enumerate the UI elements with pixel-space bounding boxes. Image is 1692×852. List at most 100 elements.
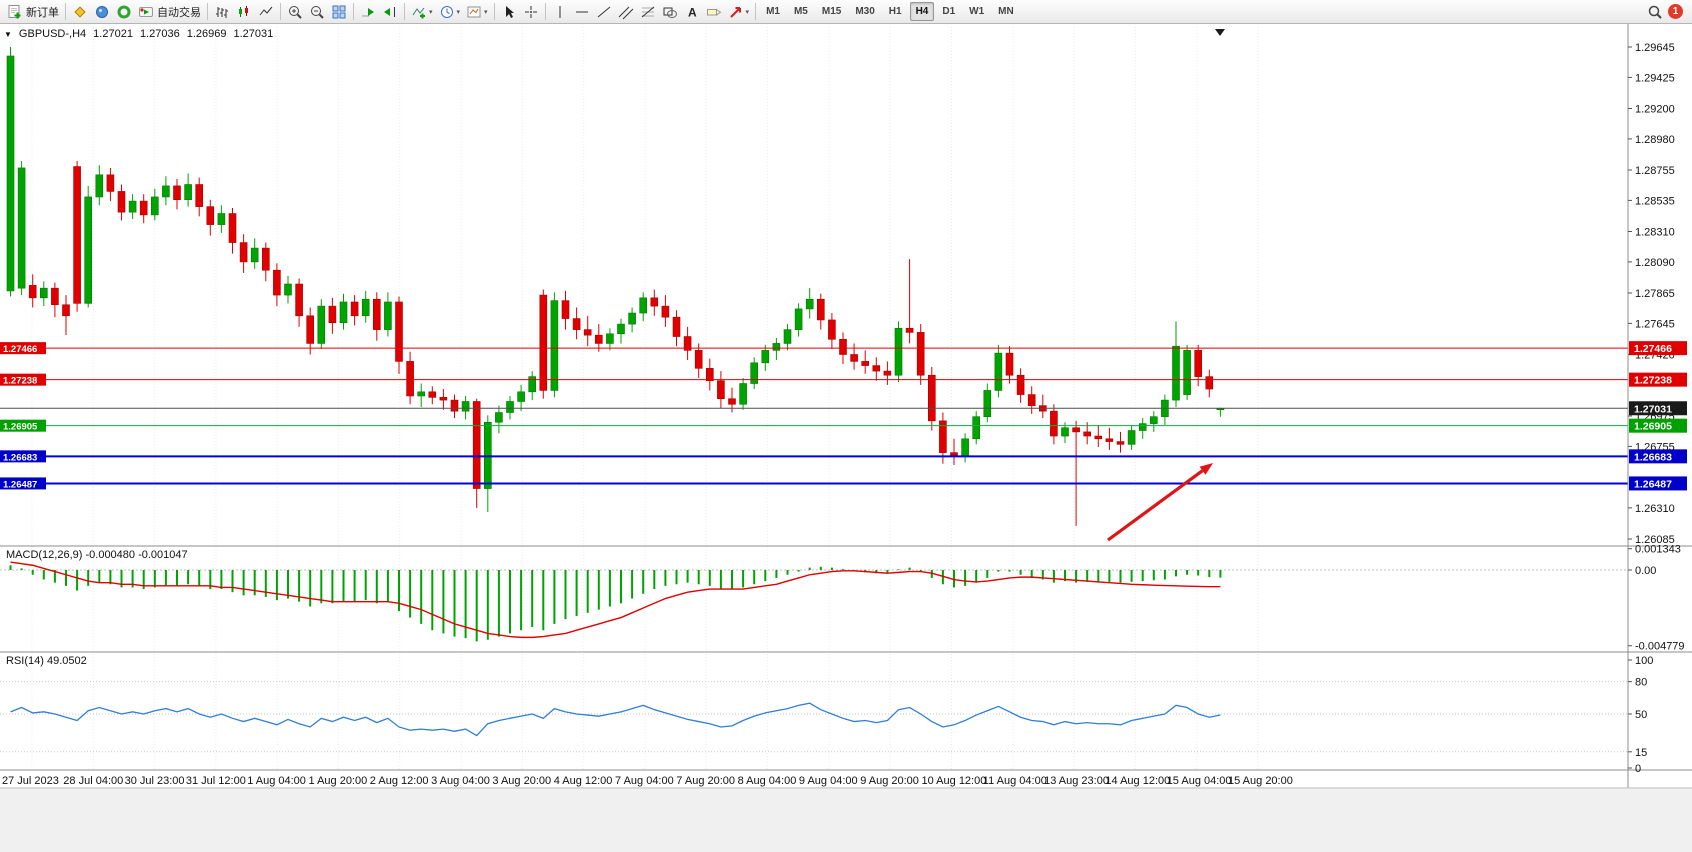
text-button[interactable]: A (681, 2, 703, 22)
toolbar-right-group: 1 (1647, 4, 1688, 20)
time-axis-label: 10 Aug 12:00 (922, 775, 987, 787)
indicators-icon (411, 4, 427, 20)
time-axis-label: 13 Aug 23:00 (1044, 775, 1109, 787)
zoom-out-icon (309, 4, 325, 20)
macd-indicator-label: MACD(12,26,9) -0.000480 -0.001047 (6, 549, 188, 561)
candlestick-chart-button[interactable] (233, 2, 255, 22)
rsi-indicator-label: RSI(14) 49.0502 (6, 655, 87, 667)
toolbar-separator (404, 3, 405, 20)
vertical-line-icon (552, 4, 568, 20)
timeframe-h1[interactable]: H1 (888, 6, 902, 17)
time-axis-label: 3 Aug 20:00 (492, 775, 551, 787)
timeframe-h4[interactable]: H4 (909, 2, 935, 21)
time-axis[interactable]: 27 Jul 2023 28 Jul 04:00 30 Jul 23:00 31 Ju… (2, 775, 1293, 787)
equidistant-channel-button[interactable] (615, 2, 637, 22)
toolbar-separator (207, 3, 208, 20)
toolbar-separator (493, 3, 495, 20)
timeframe-m5[interactable]: M5 (793, 6, 808, 17)
crosshair-button[interactable] (520, 2, 542, 22)
line-chart-button[interactable] (255, 2, 277, 22)
fibonacci-button[interactable] (637, 2, 659, 22)
zoom-out-button[interactable] (306, 2, 328, 22)
macd-axis-label: -0.004779 (1635, 641, 1685, 653)
timeframe-w1[interactable]: W1 (969, 6, 985, 17)
price-badge-label: 1.27466 (3, 344, 37, 355)
fibonacci-icon (640, 4, 656, 20)
navigator-button[interactable] (113, 2, 135, 22)
indicators-button[interactable]: ▾ (408, 2, 436, 22)
auto-trading-button[interactable]: 自动交易 (135, 2, 204, 22)
chart-background (0, 24, 1692, 788)
time-axis-label: 15 Aug 20:00 (1228, 775, 1293, 787)
time-axis-label: 2 Aug 12:00 (370, 775, 429, 787)
macd-name: MACD(12,26,9) (6, 549, 83, 561)
chart-shift-button[interactable] (379, 2, 401, 22)
search-icon[interactable] (1647, 4, 1663, 20)
chevron-down-icon: ▾ (456, 8, 461, 16)
templates-button[interactable]: ▾ (463, 2, 491, 22)
chart-area[interactable]: 1.29645 1.29425 1.29200 1.28980 1.28755 1.285… (0, 24, 1692, 852)
shapes-button[interactable] (659, 2, 681, 22)
market-watch-button[interactable] (69, 2, 91, 22)
horizontal-line-button[interactable] (571, 2, 593, 22)
arrows-button[interactable]: ▾ (725, 2, 753, 22)
timeframe-m1[interactable]: M1 (766, 6, 780, 17)
text-label-button[interactable] (703, 2, 725, 22)
bar-chart-icon (214, 4, 230, 20)
chart-high-value: 1.27036 (139, 28, 180, 40)
price-badge-label: 1.27466 (1634, 343, 1672, 355)
navigator-icon (116, 4, 132, 20)
crosshair-icon (523, 4, 539, 20)
bottom-empty-area (0, 789, 1692, 852)
templates-icon (466, 4, 482, 20)
rsi-axis-label: 80 (1635, 677, 1647, 689)
price-badge-label: 1.27238 (1634, 375, 1672, 387)
price-badge-label: 1.27031 (1634, 403, 1672, 415)
auto-trading-icon (138, 4, 154, 20)
price-badge-left (0, 419, 46, 432)
price-badge-right (1629, 341, 1687, 356)
trendline-button[interactable] (593, 2, 615, 22)
timeframe-m30[interactable]: M30 (855, 6, 875, 17)
rsi-axis-label: 50 (1635, 709, 1647, 721)
timeframe-m15[interactable]: M15 (821, 6, 842, 17)
chart-close-value: 1.27031 (233, 28, 274, 40)
timeframe-mn[interactable]: MN (998, 6, 1014, 17)
time-axis-label: 1 Aug 20:00 (309, 775, 368, 787)
chart-open-value: 1.27021 (93, 28, 133, 40)
bar-chart-button[interactable] (211, 2, 233, 22)
new-order-button[interactable]: 新订单 (4, 2, 62, 22)
macd-signal-value: -0.001047 (138, 549, 188, 561)
chevron-down-icon: ▾ (745, 8, 750, 16)
candlestick-series (6, 47, 1225, 526)
zoom-in-button[interactable] (284, 2, 306, 22)
main-toolbar: 新订单 自动交易 ▾ ▾ ▾ A ▾ M1 M5 M15 M30 H1 H4 D1 W1 MN 1 (0, 0, 1692, 24)
price-axis-label: 1.28755 (1635, 165, 1675, 177)
arrow-label-icon (706, 4, 722, 20)
timeframe-d1[interactable]: D1 (942, 6, 956, 17)
time-axis-label: 4 Aug 12:00 (554, 775, 613, 787)
vertical-line-button[interactable] (549, 2, 571, 22)
time-axis-label: 30 Jul 23:00 (125, 775, 185, 787)
time-axis-label: 8 Aug 04:00 (738, 775, 797, 787)
equidistant-channel-icon (618, 4, 634, 20)
periods-button[interactable]: ▾ (436, 2, 464, 22)
price-badge-right (1629, 476, 1687, 491)
zoom-in-icon (287, 4, 303, 20)
price-badge-label: 1.26487 (3, 479, 37, 490)
price-axis-label: 1.28310 (1635, 226, 1675, 238)
price-axis-label: 1.26085 (1635, 534, 1675, 546)
price-axis-label: 1.29200 (1635, 103, 1675, 115)
cursor-button[interactable] (498, 2, 520, 22)
auto-scroll-button[interactable] (357, 2, 379, 22)
tile-windows-button[interactable] (328, 2, 350, 22)
chart-grid (31, 27, 1259, 770)
chart-expand-icon[interactable]: ▼ (4, 30, 12, 39)
time-axis-label: 27 Jul 2023 (2, 775, 59, 787)
toolbar-separator (755, 3, 757, 20)
time-axis-label: 15 Aug 04:00 (1167, 775, 1232, 787)
notification-badge[interactable]: 1 (1668, 4, 1683, 19)
trend-arrow-annotation[interactable] (1107, 463, 1213, 542)
current-bar-marker (1215, 29, 1225, 36)
data-window-button[interactable] (91, 2, 113, 22)
